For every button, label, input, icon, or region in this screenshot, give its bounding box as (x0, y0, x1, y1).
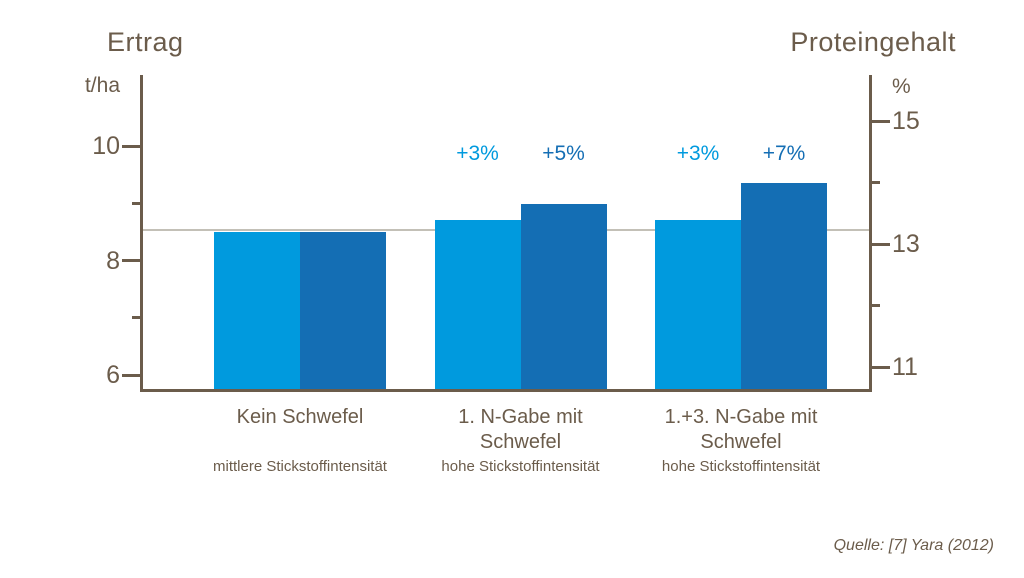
annotation-yield-group-2: +3% (456, 142, 499, 165)
bar-yield-group-2 (434, 220, 521, 389)
group-label-line: 1.+3. N-Gabe mit (664, 406, 818, 428)
group-label-2: 1. N-Gabe mit Schwefel (381, 405, 661, 455)
right-axis-minor-tick-14 (872, 181, 880, 184)
left-axis-minor-tick-7 (132, 316, 140, 320)
right-chart-title: Proteingehalt (790, 27, 956, 57)
left-axis-major-tick-10 (122, 144, 140, 148)
right-axis-tick-label-13: 13 (892, 230, 920, 258)
left-axis-major-tick-8 (122, 259, 140, 262)
left-axis-unit-label: t/ha (84, 74, 120, 97)
right-axis-major-tick-15 (872, 119, 890, 123)
annotation-protein-group-3: +7% (762, 142, 806, 165)
left-chart-title: Ertrag (107, 27, 184, 57)
bar-yield-group-1 (214, 231, 300, 389)
right-axis-unit-label: % (892, 75, 911, 98)
bar-protein-group-3 (741, 182, 827, 389)
left-axis-minor-tick-9 (132, 201, 140, 205)
source-citation: Quelle: [7] Yara (2012) (833, 537, 994, 554)
group-label-1: Kein Schwefel (160, 405, 440, 430)
left-axis-tick-label-8: 8 (106, 246, 120, 275)
bottom-axis-line (140, 389, 872, 392)
annotation-protein-group-2: +5% (542, 142, 585, 165)
left-axis-tick-label-10: 10 (92, 132, 120, 160)
right-axis-major-tick-11 (872, 365, 890, 369)
right-axis-minor-tick-12 (872, 304, 880, 307)
right-axis-major-tick-13 (872, 242, 890, 246)
group-sublabel-1: mittlere Stickstoffintensität (213, 458, 387, 475)
right-axis-tick-label-15: 15 (892, 107, 920, 135)
bar-yield-group-3 (655, 220, 741, 389)
left-axis-line (140, 75, 143, 392)
left-axis-major-tick-6 (122, 373, 140, 377)
group-label-line: Schwefel (479, 431, 562, 453)
group-sublabel-2: hohe Stickstoffintensität (441, 458, 600, 475)
annotation-yield-group-3: +3% (676, 142, 720, 165)
group-label-line: 1. N-Gabe mit (458, 406, 583, 428)
group-label-line: Schwefel (700, 431, 782, 453)
group-sublabel-3: hohe Stickstoffintensität (661, 458, 821, 475)
left-axis-tick-label-6: 6 (106, 361, 120, 389)
group-label-line: Kein Schwefel (236, 406, 364, 428)
right-axis-tick-label-11: 11 (892, 353, 918, 381)
bar-protein-group-2 (520, 204, 607, 389)
bar-protein-group-1 (300, 231, 386, 389)
group-label-3: 1.+3. N-Gabe mit Schwefel (601, 405, 881, 455)
right-axis-line (869, 75, 872, 392)
